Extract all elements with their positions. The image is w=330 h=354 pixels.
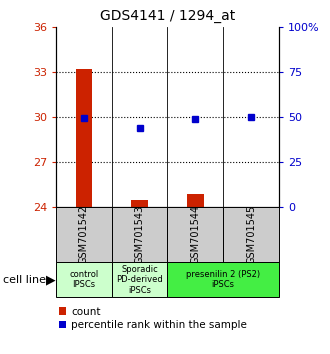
Bar [187, 194, 204, 207]
Bar [131, 200, 148, 207]
Bar [76, 69, 92, 207]
Bar [223, 207, 279, 262]
Text: Sporadic
PD-derived
iPSCs: Sporadic PD-derived iPSCs [116, 265, 163, 295]
Bar [112, 262, 167, 297]
Legend: count, percentile rank within the sample: count, percentile rank within the sample [55, 303, 251, 334]
Bar [56, 262, 112, 297]
Text: control
IPSCs: control IPSCs [69, 270, 99, 289]
Text: GSM701545: GSM701545 [246, 205, 256, 264]
Text: GSM701542: GSM701542 [79, 205, 89, 264]
Text: ▶: ▶ [46, 273, 56, 286]
Text: GSM701544: GSM701544 [190, 205, 200, 264]
Text: cell line: cell line [3, 275, 46, 285]
Bar [167, 207, 223, 262]
Text: presenilin 2 (PS2)
iPSCs: presenilin 2 (PS2) iPSCs [186, 270, 260, 289]
Text: GSM701543: GSM701543 [135, 205, 145, 264]
Bar [112, 207, 167, 262]
Title: GDS4141 / 1294_at: GDS4141 / 1294_at [100, 9, 235, 23]
Bar [56, 207, 112, 262]
Bar [167, 262, 279, 297]
